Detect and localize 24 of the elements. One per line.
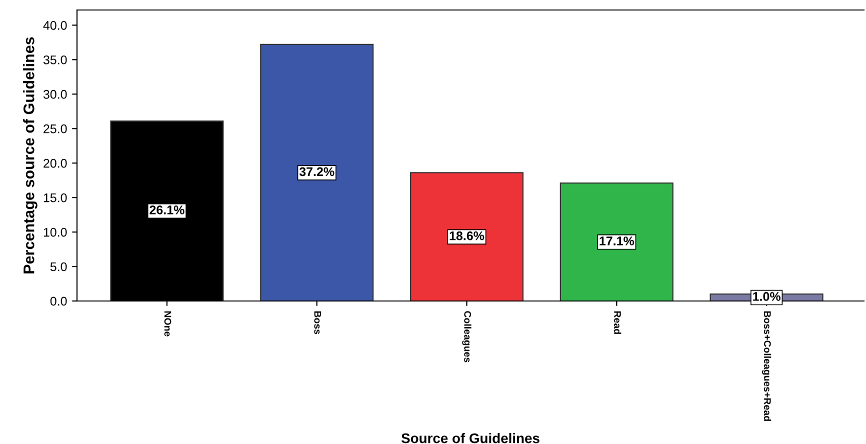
data-label: 26.1%	[150, 206, 184, 214]
data-label: 37.2%	[299, 167, 334, 176]
x-tick-label: Boss	[314, 311, 322, 334]
bar	[560, 182, 674, 301]
data-label: 1.0%	[753, 292, 780, 301]
bar	[260, 44, 374, 301]
y-tick-label: 30.0	[43, 90, 67, 99]
x-tick-label: Boss+Colleagues+Read	[762, 311, 772, 421]
y-tick-label: 40.0	[43, 20, 67, 30]
y-tick-label: 0.0	[50, 296, 67, 306]
y-tick-label: 10.0	[44, 228, 67, 237]
y-axis-title: Percentage source of Guidelines	[23, 37, 38, 274]
x-tick-label: Read	[614, 311, 622, 334]
data-label: 18.6%	[450, 231, 484, 240]
y-tick-label: 35.0	[43, 55, 67, 64]
y-tick-label: 5.0	[50, 262, 67, 272]
y-tick-label: 20.0	[44, 158, 67, 168]
y-tick-label: 25.0	[44, 124, 67, 134]
bar	[410, 172, 524, 301]
x-axis-title: Source of Guidelines	[401, 433, 540, 444]
x-tick-label: NOne	[164, 311, 172, 336]
data-label: 17.1%	[600, 236, 634, 246]
x-tick-label: Colleagues	[462, 311, 472, 362]
y-tick-label: 15.0	[44, 193, 67, 202]
